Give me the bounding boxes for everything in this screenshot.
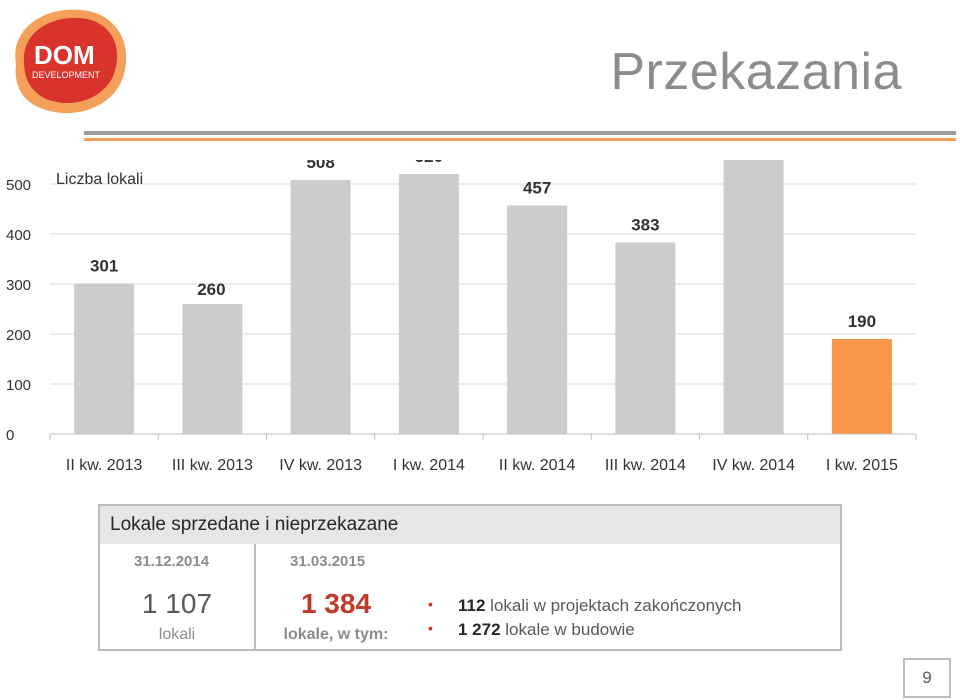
x-tick-label: IV kw. 2013 [279, 457, 362, 474]
bar [398, 174, 459, 434]
data-label: 301 [90, 257, 118, 276]
detail-item: • 1 272 lokale w budowie [428, 620, 635, 639]
x-tick-label: II kw. 2014 [499, 457, 576, 474]
dom-development-logo: DOM DEVELOPMENT [15, 9, 127, 114]
bar [182, 304, 243, 434]
y-tick-label: 0 [6, 427, 14, 444]
detail-item: • 112 lokali w projektach zakończonych [428, 596, 742, 615]
y-tick-label: 200 [6, 327, 31, 344]
data-label: 260 [197, 280, 225, 299]
data-label: 457 [523, 179, 551, 198]
logo-text-sub: DEVELOPMENT [32, 70, 101, 80]
x-tick-label: I kw. 2015 [826, 457, 898, 474]
value-col2: 1 384 [300, 588, 372, 619]
detail-list: • 112 lokali w projektach zakończonych • 1… [428, 596, 742, 644]
bullet-icon: • [428, 596, 433, 612]
bullet-icon: • [428, 620, 433, 636]
x-tick-label: III kw. 2014 [605, 457, 686, 474]
date-col1: 31.12.2014 [134, 553, 210, 570]
label-col1: lokali [158, 626, 196, 643]
label-col2: lokale, w tym: [283, 626, 389, 643]
chart-title: Liczba lokali [56, 171, 143, 188]
x-tick-label: I kw. 2014 [393, 457, 465, 474]
y-tick-label: 500 [6, 177, 31, 194]
data-label: 383 [631, 216, 659, 235]
data-label: 190 [848, 312, 876, 331]
logo-text-main: DOM [34, 40, 95, 70]
title-rule [84, 131, 956, 135]
title-rule-accent [84, 138, 956, 141]
y-tick-label: 100 [6, 377, 31, 394]
y-tick-label: 400 [6, 227, 31, 244]
data-label: 508 [306, 160, 334, 172]
x-tick-label: IV kw. 2014 [712, 457, 795, 474]
column-divider [254, 544, 256, 651]
date-col2: 31.03.2015 [290, 553, 366, 570]
bar [723, 160, 784, 434]
page-title: Przekazania [610, 43, 902, 101]
sold-undelivered-panel: Lokale sprzedane i nieprzekazane 31.12.2… [98, 504, 842, 651]
x-tick-label: III kw. 2013 [172, 457, 253, 474]
bar [615, 242, 676, 434]
bar [831, 339, 892, 434]
bar [290, 180, 351, 434]
data-label: 520 [415, 160, 443, 166]
bar [74, 283, 135, 434]
y-tick-label: 300 [6, 277, 31, 294]
bar [507, 205, 568, 434]
x-tick-label: II kw. 2013 [66, 457, 143, 474]
panel-title: Lokale sprzedane i nieprzekazane [100, 506, 840, 544]
page-number: 9 [903, 658, 951, 698]
value-col1: 1 107 [141, 588, 213, 619]
deliveries-bar-chart: 0100200300400500600700Liczba lokali30126… [6, 160, 917, 474]
